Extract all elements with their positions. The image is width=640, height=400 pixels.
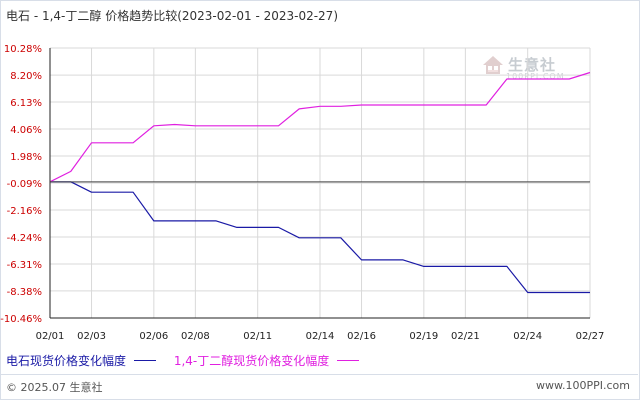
- y-tick-label: -2.16%: [7, 206, 42, 217]
- chart-title: 电石 - 1,4-丁二醇 价格趋势比较(2023-02-01 - 2023-02…: [6, 7, 338, 24]
- grid-layer: [49, 47, 591, 319]
- x-tick-label: 02/06: [139, 331, 168, 342]
- x-tick-label: 02/01: [36, 331, 65, 342]
- y-tick-label: -8.38%: [7, 287, 42, 298]
- footer-divider: [0, 374, 638, 375]
- x-tick-label: 02/16: [347, 331, 376, 342]
- watermark-name: 生意社: [508, 56, 557, 74]
- x-tick-label: 02/21: [451, 331, 480, 342]
- y-tick-label: -6.31%: [7, 260, 42, 271]
- series-line-bdo: [49, 71, 591, 183]
- x-tick-label: 02/11: [243, 331, 272, 342]
- y-tick-label: -4.24%: [7, 233, 42, 244]
- x-tick-label: 02/08: [181, 331, 210, 342]
- watermark-url: 100PPI.COM: [506, 72, 565, 81]
- chart-legend: 电石现货价格变化幅度 1,4-丁二醇现货价格变化幅度: [6, 352, 373, 369]
- x-tick-label: 02/19: [409, 331, 438, 342]
- watermark-logo: 生意社 100PPI.COM: [482, 54, 564, 81]
- x-tick-label: 02/03: [77, 331, 106, 342]
- y-tick-label: 10.28%: [4, 44, 42, 55]
- y-tick-labels: 10.28% 8.20% 6.13% 4.06% 1.98% -0.09% -2.16% -4…: [0, 44, 42, 325]
- y-tick-label: 6.13%: [10, 98, 42, 109]
- x-tick-label: 02/14: [306, 331, 335, 342]
- y-tick-label: 4.06%: [10, 125, 42, 136]
- y-tick-label: 8.20%: [10, 71, 42, 82]
- legend-item-bdo: 1,4-丁二醇现货价格变化幅度: [173, 352, 360, 369]
- y-tick-label: 1.98%: [10, 152, 42, 163]
- chart-title-text: 电石 - 1,4-丁二醇 价格趋势比较: [6, 9, 178, 23]
- axis-layer: [49, 48, 590, 319]
- house-icon: [483, 55, 503, 74]
- legend-label-bdo: 1,4-丁二醇现货价格变化幅度: [173, 354, 330, 368]
- series-line-carbide: [50, 181, 590, 294]
- legend-swatch-bdo: [337, 360, 360, 361]
- legend-label-carbide: 电石现货价格变化幅度: [6, 354, 127, 368]
- x-tick-labels: 02/01 02/03 02/06 02/08 02/11 02/14 02/16 02/19…: [36, 331, 605, 342]
- chart-date-range: (2023-02-01 - 2023-02-27): [177, 9, 339, 23]
- y-tick-label: -10.46%: [0, 314, 42, 325]
- x-tick-label: 02/27: [576, 331, 605, 342]
- x-tick-label: 02/24: [513, 331, 542, 342]
- footer-copyright: © 2025.07 生意社: [6, 381, 103, 394]
- legend-swatch-carbide: [134, 360, 157, 361]
- footer-site-link[interactable]: www.100PPI.com: [536, 379, 630, 392]
- series-layer: [49, 71, 591, 294]
- legend-item-carbide: 电石现货价格变化幅度: [6, 352, 157, 369]
- y-tick-label: -0.09%: [7, 179, 42, 190]
